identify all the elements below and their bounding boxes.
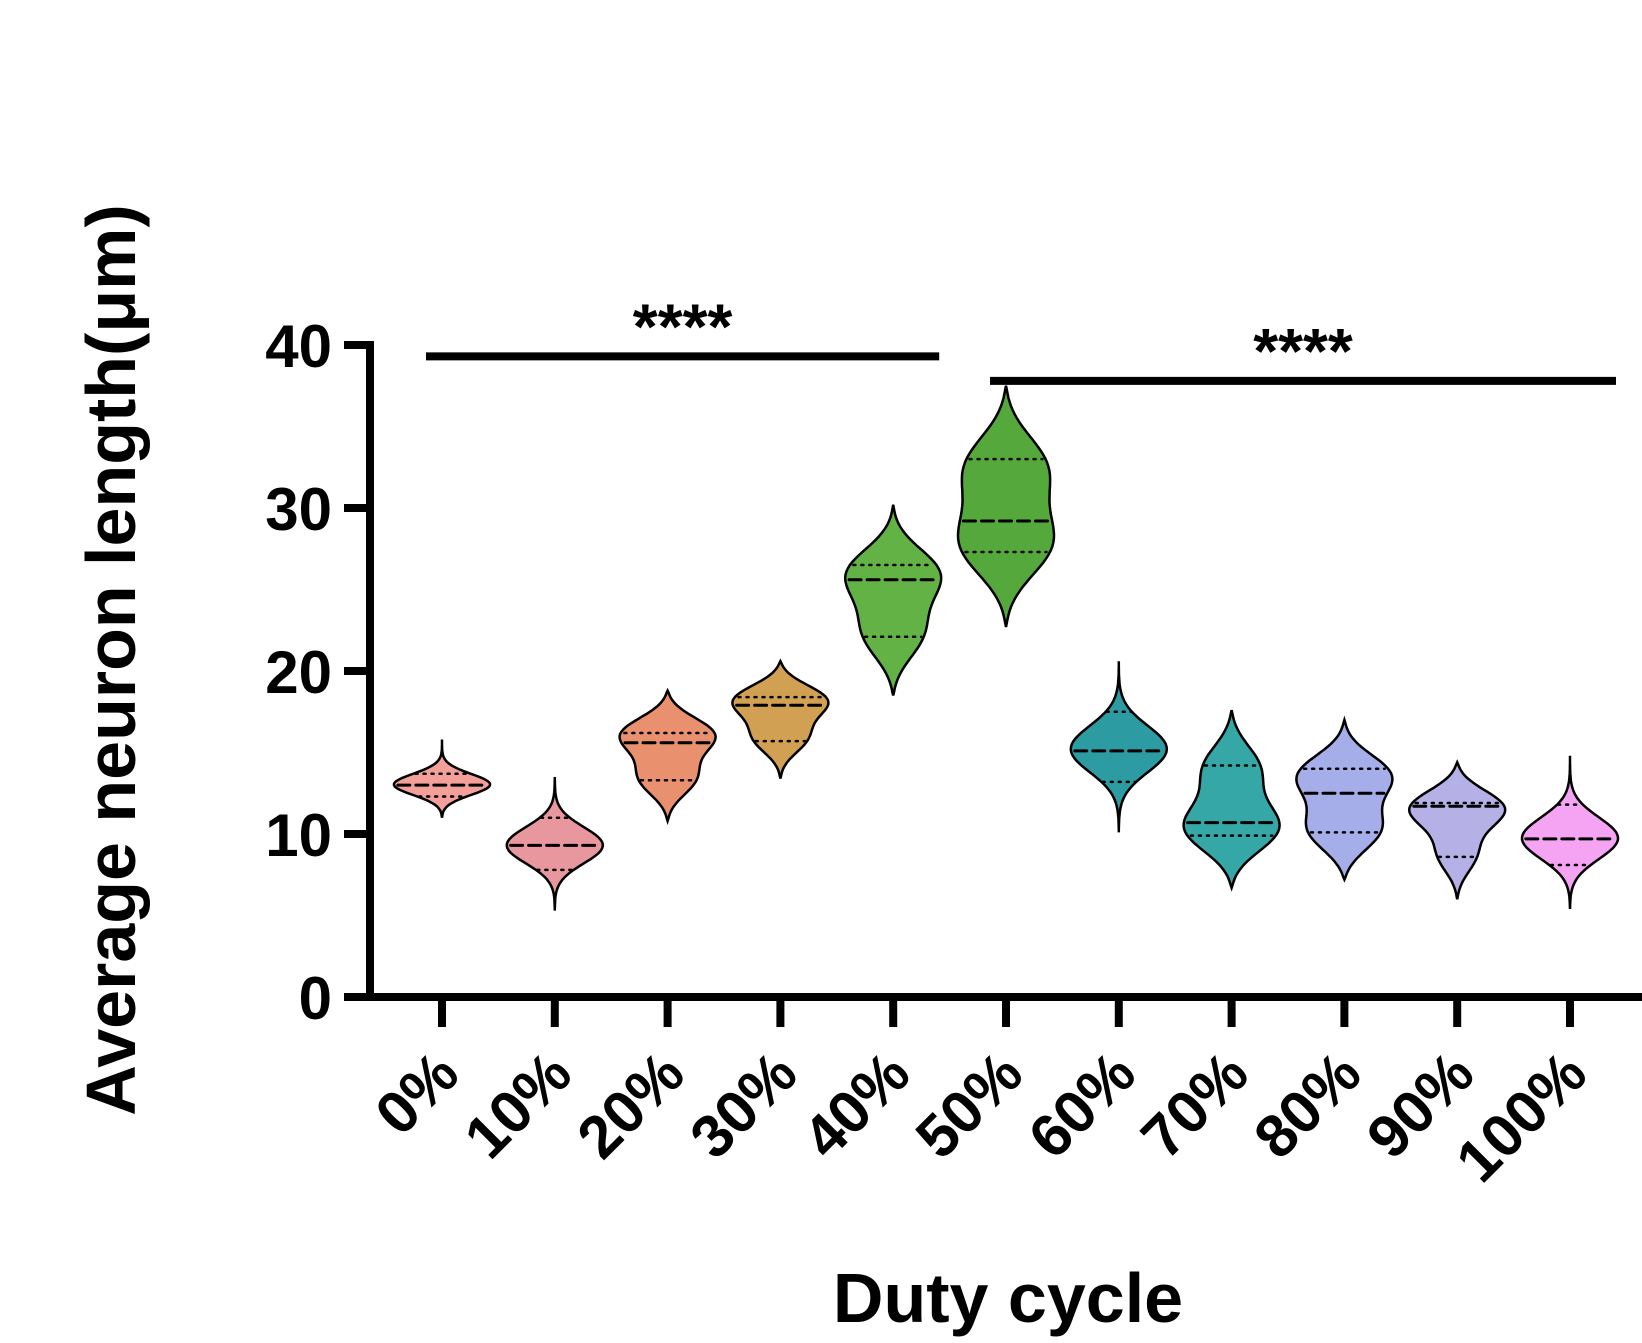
- x-tick-label-10: 100%: [1443, 1039, 1599, 1195]
- x-tick-label-3: 30%: [677, 1039, 809, 1171]
- violin-80%: [1295, 715, 1394, 883]
- axes-layer: 0102030400%10%20%30%40%50%60%70%80%90%10…: [265, 313, 1642, 1195]
- violin-body-100%: [1520, 755, 1620, 910]
- x-tick-label-7: 70%: [1128, 1039, 1260, 1171]
- violin-body-70%: [1182, 709, 1281, 892]
- violin-body-30%: [731, 658, 830, 779]
- violin-60%: [1069, 661, 1169, 833]
- y-tick-label-0: 0: [299, 965, 332, 1032]
- violin-body-40%: [843, 504, 943, 696]
- significance-label-0: ****: [633, 290, 733, 362]
- y-tick-label-30: 30: [265, 476, 332, 543]
- violin-90%: [1407, 759, 1507, 900]
- y-tick-label-20: 20: [265, 639, 332, 706]
- x-tick-label-1: 10%: [452, 1039, 584, 1171]
- violin-body-10%: [505, 777, 605, 911]
- significance-layer: **** ****: [426, 290, 1616, 387]
- violin-body-60%: [1069, 661, 1169, 833]
- x-tick-label-0: 0%: [362, 1039, 471, 1148]
- x-axis-title: Duty cycle: [833, 1259, 1183, 1337]
- violin-50%: [956, 385, 1056, 628]
- violin-20%: [618, 687, 717, 826]
- y-tick-label-40: 40: [265, 313, 332, 380]
- violin-body-20%: [618, 687, 717, 826]
- violin-70%: [1182, 709, 1281, 892]
- violins-layer: [392, 385, 1620, 911]
- violin-10%: [505, 777, 605, 911]
- y-axis-title: Average neuron length(μm): [72, 204, 150, 1115]
- x-tick-label-6: 60%: [1016, 1039, 1148, 1171]
- x-tick-label-2: 20%: [564, 1039, 696, 1171]
- violin-body-0%: [392, 739, 492, 818]
- violin-body-80%: [1295, 715, 1394, 883]
- violin-body-50%: [956, 385, 1056, 628]
- x-tick-label-8: 80%: [1241, 1039, 1373, 1171]
- y-tick-label-10: 10: [265, 802, 332, 869]
- violin-body-90%: [1407, 759, 1507, 900]
- violin-30%: [731, 658, 830, 779]
- violin-40%: [843, 504, 943, 696]
- x-tick-label-4: 40%: [790, 1039, 922, 1171]
- significance-label-1: ****: [1253, 315, 1353, 387]
- x-tick-label-5: 50%: [903, 1039, 1035, 1171]
- violin-100%: [1520, 755, 1620, 910]
- violin-0%: [392, 739, 492, 818]
